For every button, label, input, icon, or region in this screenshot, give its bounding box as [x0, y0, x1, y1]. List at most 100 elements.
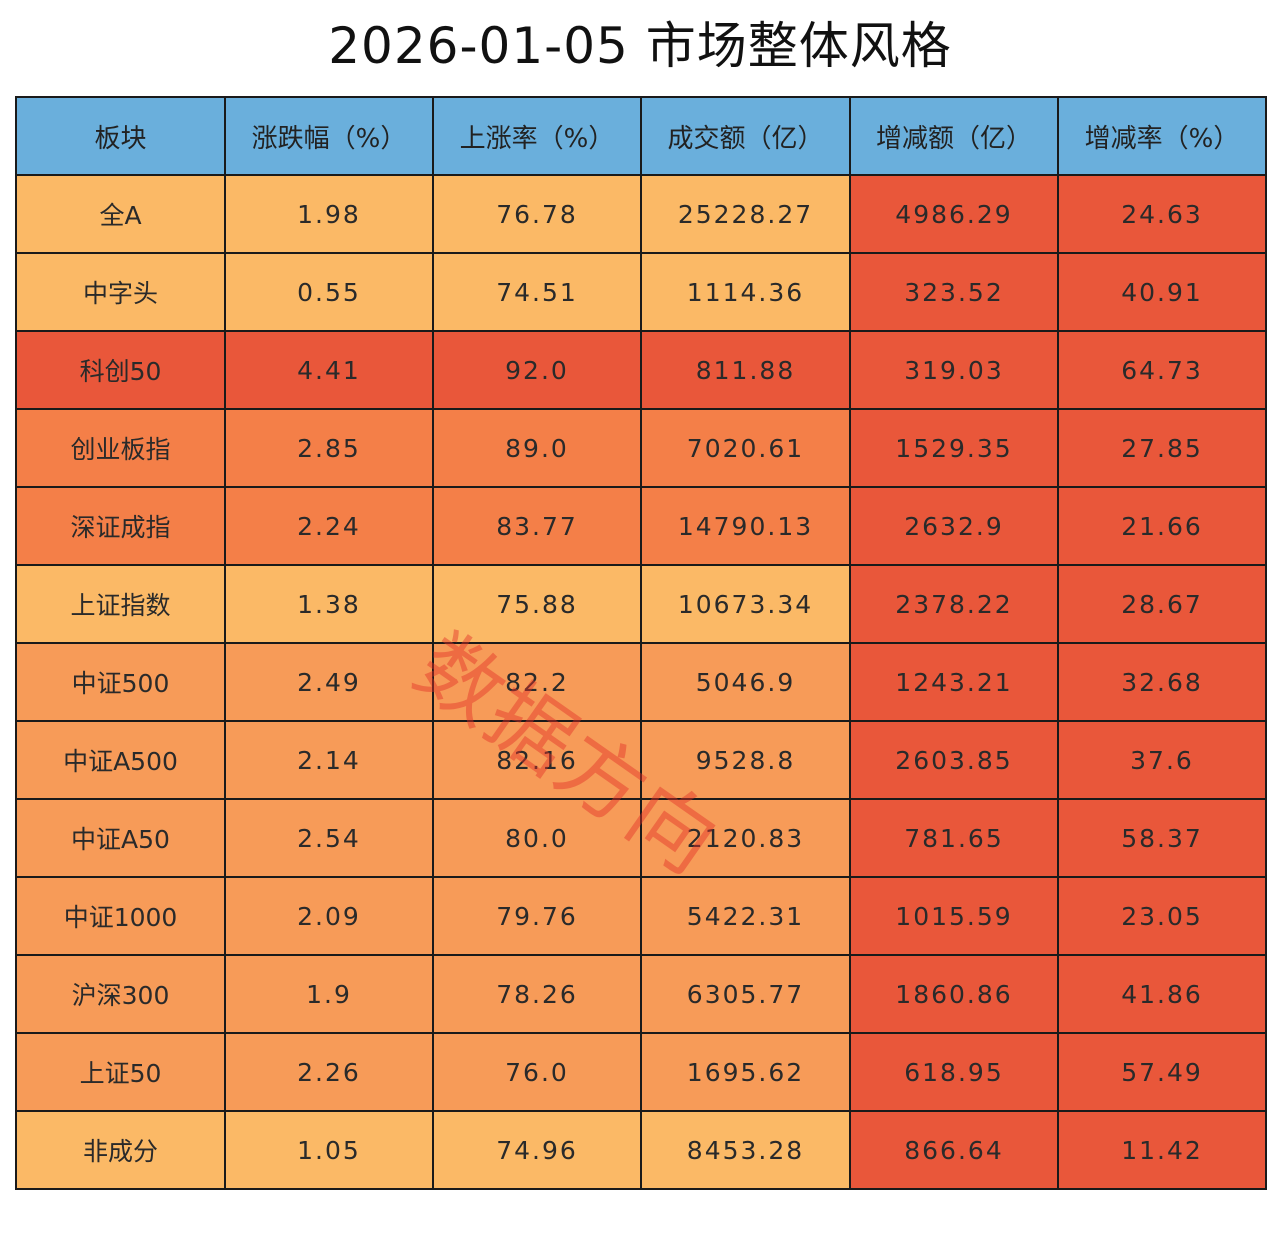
cell-turnover: 811.88 — [640, 330, 851, 410]
market-style-table: 板块 涨跌幅（%） 上涨率（%） 成交额（亿） 增减额（亿） 增减率（%） 全A… — [15, 96, 1267, 1190]
table-row: 中证1000 2.09 79.76 5422.31 1015.59 23.05 — [15, 876, 1267, 956]
cell-sector-name: 全A — [15, 174, 226, 254]
column-header-turnover-change: 增减额（亿） — [849, 96, 1059, 176]
cell-turnover: 5046.9 — [640, 642, 851, 722]
table-row: 沪深300 1.9 78.26 6305.77 1860.86 41.86 — [15, 954, 1267, 1034]
cell-turnover-change: 4986.29 — [849, 174, 1059, 254]
cell-turnover: 25228.27 — [640, 174, 851, 254]
cell-change-pct: 2.54 — [224, 798, 434, 878]
cell-change-pct: 2.09 — [224, 876, 434, 956]
cell-turnover-change-rate: 27.85 — [1057, 408, 1267, 488]
cell-turnover-change: 618.95 — [849, 1032, 1059, 1112]
cell-sector-name: 中证500 — [15, 642, 226, 722]
column-header-turnover-change-rate: 增减率（%） — [1057, 96, 1267, 176]
cell-change-pct: 1.98 — [224, 174, 434, 254]
cell-rise-ratio: 74.51 — [432, 252, 642, 332]
cell-turnover-change-rate: 57.49 — [1057, 1032, 1267, 1112]
cell-turnover-change: 1860.86 — [849, 954, 1059, 1034]
cell-rise-ratio: 92.0 — [432, 330, 642, 410]
cell-turnover: 1695.62 — [640, 1032, 851, 1112]
cell-sector-name: 中字头 — [15, 252, 226, 332]
column-header-rise-ratio: 上涨率（%） — [432, 96, 642, 176]
table-row: 科创50 4.41 92.0 811.88 319.03 64.73 — [15, 330, 1267, 410]
cell-turnover-change-rate: 23.05 — [1057, 876, 1267, 956]
table-row: 上证指数 1.38 75.88 10673.34 2378.22 28.67 — [15, 564, 1267, 644]
cell-sector-name: 深证成指 — [15, 486, 226, 566]
table-header-row: 板块 涨跌幅（%） 上涨率（%） 成交额（亿） 增减额（亿） 增减率（%） — [15, 96, 1267, 176]
cell-turnover-change-rate: 40.91 — [1057, 252, 1267, 332]
cell-turnover: 9528.8 — [640, 720, 851, 800]
cell-turnover-change-rate: 24.63 — [1057, 174, 1267, 254]
table-row: 中证A50 2.54 80.0 2120.83 781.65 58.37 — [15, 798, 1267, 878]
cell-change-pct: 1.9 — [224, 954, 434, 1034]
cell-turnover-change: 2378.22 — [849, 564, 1059, 644]
cell-turnover: 10673.34 — [640, 564, 851, 644]
cell-turnover-change: 866.64 — [849, 1110, 1059, 1190]
cell-sector-name: 创业板指 — [15, 408, 226, 488]
cell-rise-ratio: 82.2 — [432, 642, 642, 722]
table-row: 深证成指 2.24 83.77 14790.13 2632.9 21.66 — [15, 486, 1267, 566]
cell-turnover: 14790.13 — [640, 486, 851, 566]
cell-rise-ratio: 78.26 — [432, 954, 642, 1034]
cell-turnover-change-rate: 32.68 — [1057, 642, 1267, 722]
cell-sector-name: 中证A500 — [15, 720, 226, 800]
cell-turnover-change: 2632.9 — [849, 486, 1059, 566]
cell-sector-name: 上证50 — [15, 1032, 226, 1112]
cell-turnover-change-rate: 21.66 — [1057, 486, 1267, 566]
cell-turnover-change: 1015.59 — [849, 876, 1059, 956]
cell-turnover-change: 319.03 — [849, 330, 1059, 410]
cell-turnover-change-rate: 37.6 — [1057, 720, 1267, 800]
cell-turnover-change-rate: 64.73 — [1057, 330, 1267, 410]
cell-rise-ratio: 82.16 — [432, 720, 642, 800]
cell-rise-ratio: 83.77 — [432, 486, 642, 566]
table-row: 上证50 2.26 76.0 1695.62 618.95 57.49 — [15, 1032, 1267, 1112]
cell-sector-name: 非成分 — [15, 1110, 226, 1190]
cell-rise-ratio: 80.0 — [432, 798, 642, 878]
cell-change-pct: 0.55 — [224, 252, 434, 332]
cell-turnover: 2120.83 — [640, 798, 851, 878]
cell-sector-name: 科创50 — [15, 330, 226, 410]
table-row: 中字头 0.55 74.51 1114.36 323.52 40.91 — [15, 252, 1267, 332]
cell-sector-name: 中证A50 — [15, 798, 226, 878]
cell-rise-ratio: 76.0 — [432, 1032, 642, 1112]
page-title: 2026-01-05 市场整体风格 — [328, 17, 952, 75]
cell-rise-ratio: 74.96 — [432, 1110, 642, 1190]
cell-turnover: 7020.61 — [640, 408, 851, 488]
cell-change-pct: 1.38 — [224, 564, 434, 644]
cell-turnover-change: 1529.35 — [849, 408, 1059, 488]
cell-change-pct: 2.85 — [224, 408, 434, 488]
cell-sector-name: 沪深300 — [15, 954, 226, 1034]
column-header-sector: 板块 — [15, 96, 226, 176]
cell-turnover-change: 2603.85 — [849, 720, 1059, 800]
cell-rise-ratio: 79.76 — [432, 876, 642, 956]
cell-rise-ratio: 76.78 — [432, 174, 642, 254]
cell-turnover-change: 1243.21 — [849, 642, 1059, 722]
column-header-change-pct: 涨跌幅（%） — [224, 96, 434, 176]
cell-turnover-change-rate: 28.67 — [1057, 564, 1267, 644]
table-row: 中证500 2.49 82.2 5046.9 1243.21 32.68 — [15, 642, 1267, 722]
table-row: 创业板指 2.85 89.0 7020.61 1529.35 27.85 — [15, 408, 1267, 488]
cell-turnover: 5422.31 — [640, 876, 851, 956]
cell-change-pct: 1.05 — [224, 1110, 434, 1190]
table-body: 全A 1.98 76.78 25228.27 4986.29 24.63 中字头 0.55 74… — [15, 174, 1267, 1190]
cell-turnover-change-rate: 41.86 — [1057, 954, 1267, 1034]
cell-turnover-change-rate: 58.37 — [1057, 798, 1267, 878]
column-header-turnover: 成交额（亿） — [640, 96, 851, 176]
cell-turnover: 1114.36 — [640, 252, 851, 332]
cell-turnover: 6305.77 — [640, 954, 851, 1034]
cell-rise-ratio: 75.88 — [432, 564, 642, 644]
cell-sector-name: 中证1000 — [15, 876, 226, 956]
cell-change-pct: 2.26 — [224, 1032, 434, 1112]
cell-change-pct: 4.41 — [224, 330, 434, 410]
cell-rise-ratio: 89.0 — [432, 408, 642, 488]
cell-turnover-change: 781.65 — [849, 798, 1059, 878]
table-row: 中证A500 2.14 82.16 9528.8 2603.85 37.6 — [15, 720, 1267, 800]
cell-turnover: 8453.28 — [640, 1110, 851, 1190]
cell-change-pct: 2.14 — [224, 720, 434, 800]
table-row: 非成分 1.05 74.96 8453.28 866.64 11.42 — [15, 1110, 1267, 1190]
table-row: 全A 1.98 76.78 25228.27 4986.29 24.63 — [15, 174, 1267, 254]
cell-turnover-change: 323.52 — [849, 252, 1059, 332]
cell-change-pct: 2.49 — [224, 642, 434, 722]
cell-change-pct: 2.24 — [224, 486, 434, 566]
cell-turnover-change-rate: 11.42 — [1057, 1110, 1267, 1190]
